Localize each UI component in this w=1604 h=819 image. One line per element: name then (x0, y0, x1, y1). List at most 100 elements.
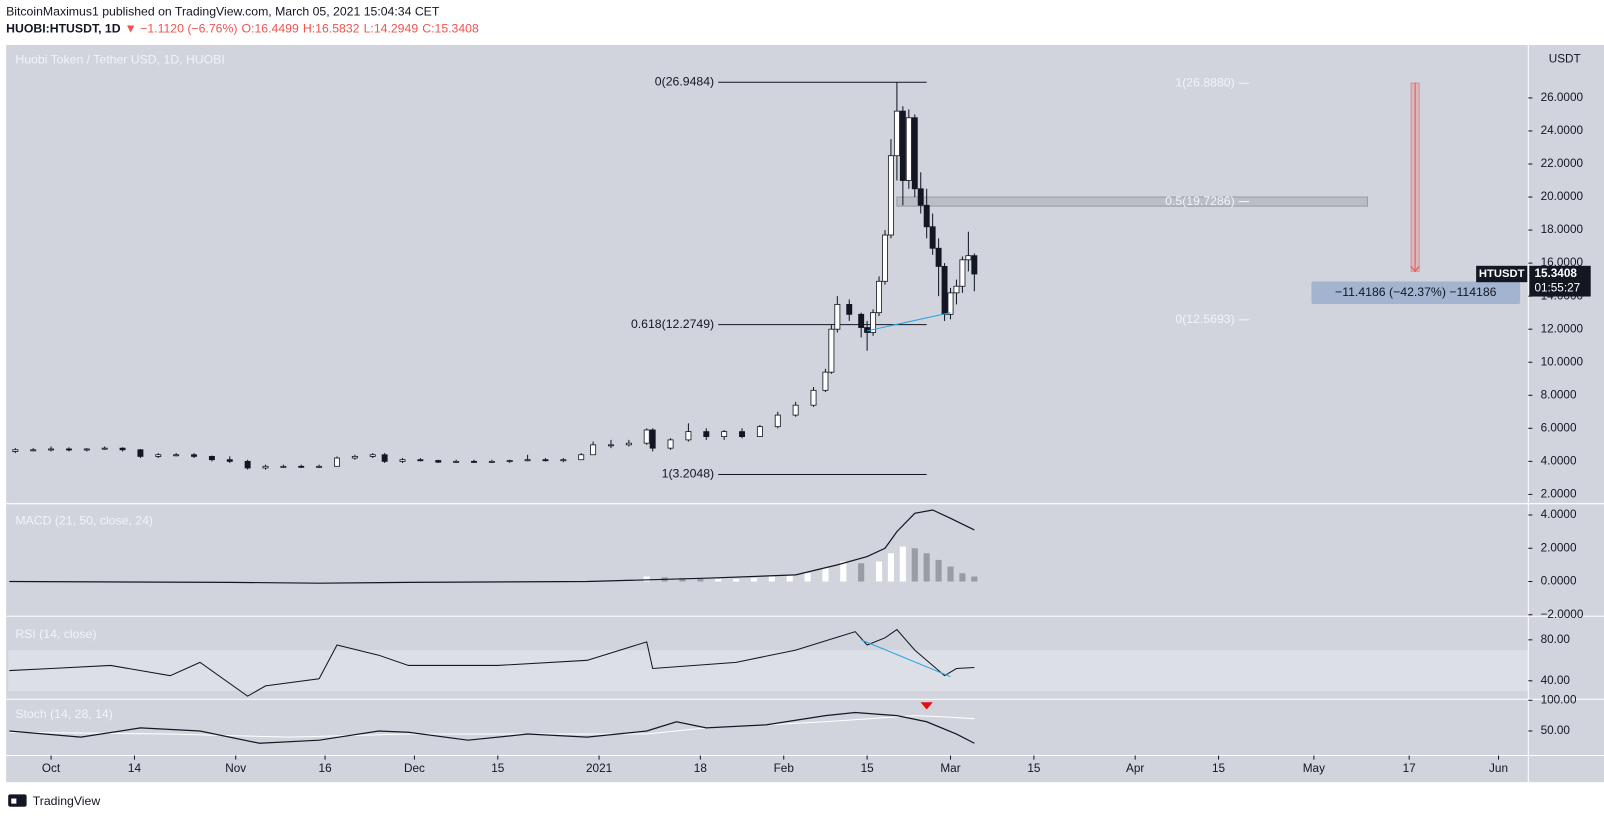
candle-body (721, 431, 728, 437)
x-tick-label: 2021 (586, 762, 612, 775)
candle-body (542, 459, 549, 462)
candle-body (119, 447, 126, 451)
candle-body (334, 457, 340, 467)
candle-body (774, 414, 781, 428)
candle-body (30, 449, 37, 452)
chart-area (6, 45, 1604, 783)
candle-body (173, 454, 180, 457)
y-tick-label: 8.0000 (1541, 388, 1577, 401)
candle-body (560, 459, 567, 462)
publisher-line: BitcoinMaximus1 published on TradingView… (6, 5, 440, 19)
macd-bar (786, 574, 793, 582)
x-tick-label: Oct (42, 762, 61, 775)
fib-label: 1(26.8880) (1175, 75, 1234, 89)
y-tick-label: 2.0000 (1541, 541, 1577, 554)
y-tick-label: 40.00 (1541, 674, 1571, 687)
countdown: 01:55:27 (1534, 281, 1580, 294)
candle-body (369, 454, 376, 457)
rsi-line (9, 628, 975, 697)
candle-body (834, 304, 841, 330)
candle-body (685, 431, 692, 441)
candle-body (351, 455, 358, 459)
y-tick-label: 50.00 (1541, 724, 1571, 737)
macd-bar (947, 566, 954, 582)
signal-marker (920, 702, 933, 710)
price-name: HTUSDT (1479, 268, 1525, 280)
candle-body (48, 448, 55, 451)
candle-body (923, 204, 930, 228)
price-label: 15.3408 (1534, 267, 1577, 280)
x-tick-label: 15 (1027, 762, 1041, 775)
candle-body (965, 255, 972, 261)
candle-body (887, 155, 894, 236)
fib-label: 1(3.2048) (662, 467, 714, 481)
macd-title: MACD (21, 50, close, 24) (15, 513, 153, 527)
candle-body (137, 449, 144, 457)
y-tick-label: 26.0000 (1541, 91, 1584, 104)
candle-body (471, 460, 477, 463)
candle-body (870, 312, 877, 333)
macd-bar (899, 546, 906, 582)
fib-label: 0(12.5693) (1175, 312, 1234, 326)
x-tick-label: Apr (1126, 762, 1144, 775)
fib-label: 0(26.9484) (655, 74, 714, 88)
fib-label: 0.618(12.2749) (631, 317, 714, 331)
candle-body (262, 465, 269, 469)
candle-body (941, 266, 948, 315)
candle-body (399, 459, 406, 462)
y-tick-label: 0.0000 (1541, 575, 1577, 588)
stoch-d (9, 715, 975, 738)
high: H:16.5832 (303, 22, 360, 36)
rsi-title: RSI (14, close) (15, 627, 96, 641)
y-tick-label: 12.0000 (1541, 322, 1584, 335)
rsi-trendline (860, 639, 951, 678)
candle-body (590, 444, 597, 456)
y-tick-label: 6.0000 (1541, 421, 1577, 434)
resistance-zone (896, 196, 1368, 207)
y-tick-label: 4.0000 (1541, 454, 1577, 467)
candle-body (947, 292, 954, 315)
macd-line (9, 509, 975, 584)
y-tick-label: 22.0000 (1541, 157, 1584, 170)
price-name-box (1476, 265, 1528, 283)
x-tick-label: 18 (694, 762, 708, 775)
candle-body (12, 449, 19, 452)
candle-body (208, 455, 215, 461)
candle-body (435, 460, 442, 463)
macd-bar (697, 579, 704, 582)
macd-bar (679, 578, 686, 582)
x-tick-label: Nov (225, 762, 246, 775)
macd-bar (923, 553, 930, 582)
macd-bar (858, 563, 865, 582)
candle-body (524, 459, 531, 462)
candle-body (899, 110, 906, 181)
candle-body (911, 117, 918, 190)
candle-body (191, 454, 197, 457)
y-tick-label: 80.00 (1541, 633, 1571, 646)
close: C:15.3408 (422, 22, 479, 36)
y-tick-label: 18.0000 (1541, 223, 1584, 236)
y-tick-label: 4.0000 (1541, 508, 1577, 521)
candle-body (625, 442, 632, 446)
y-tick-label: 2.0000 (1541, 488, 1577, 501)
macd-bar (733, 579, 740, 582)
x-tick-label: 17 (1403, 762, 1416, 775)
symbol: HUOBI:HTUSDT, 1D (6, 22, 121, 36)
candle-body (810, 389, 817, 406)
x-tick-label: 16 (319, 762, 333, 775)
candle-body (316, 465, 323, 468)
candle-body (608, 444, 614, 447)
x-tick-label: 15 (861, 762, 875, 775)
macd-bar (935, 559, 942, 582)
stoch-k (9, 711, 975, 744)
candle-body (917, 188, 924, 206)
symbol-line: HUOBI:HTUSDT, 1D ▼ −1.1120 (−6.76%) O:16.4… (6, 22, 479, 36)
candle-body (792, 404, 799, 416)
x-tick-label: Mar (940, 762, 960, 775)
macd-bar (959, 573, 966, 582)
x-tick-label: 14 (128, 762, 142, 775)
candle-body (417, 459, 424, 462)
candle-body (739, 431, 746, 437)
x-tick-label: 15 (491, 762, 505, 775)
